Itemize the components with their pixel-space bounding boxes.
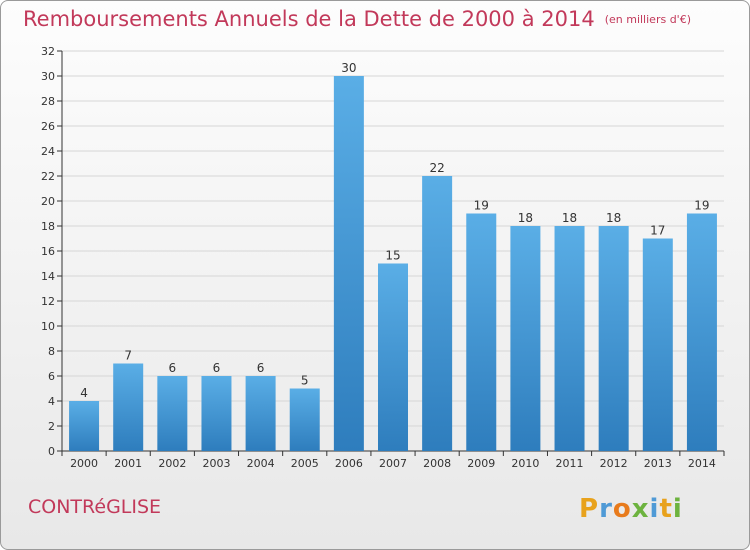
- y-tick-label: 2: [48, 420, 55, 433]
- bar: [69, 401, 100, 451]
- bar-value-label: 22: [429, 161, 444, 175]
- x-tick-label: 2012: [600, 457, 628, 470]
- x-tick-label: 2001: [114, 457, 142, 470]
- x-tick-label: 2000: [70, 457, 98, 470]
- y-tick-label: 14: [41, 270, 55, 283]
- proxiti-logo: Proxiti: [579, 494, 683, 524]
- y-tick-label: 26: [41, 120, 55, 133]
- y-tick-label: 0: [48, 445, 55, 458]
- x-tick-label: 2013: [644, 457, 672, 470]
- x-tick-label: 2005: [291, 457, 319, 470]
- x-tick-label: 2009: [467, 457, 495, 470]
- chart-title: Remboursements Annuels de la Dette de 20…: [23, 7, 691, 31]
- bar-value-label: 5: [301, 374, 309, 388]
- y-tick-label: 4: [48, 395, 55, 408]
- bar: [598, 226, 629, 451]
- x-tick-label: 2014: [688, 457, 716, 470]
- bar: [245, 376, 276, 451]
- bar-value-label: 19: [694, 199, 709, 213]
- bar: [289, 388, 320, 451]
- bar: [554, 226, 585, 451]
- bar-value-label: 7: [124, 349, 132, 363]
- svg-text:Proxiti: Proxiti: [579, 494, 683, 524]
- commune-name: CONTRéGLISE: [28, 496, 162, 518]
- bar: [510, 226, 541, 451]
- x-tick-label: 2003: [202, 457, 230, 470]
- x-tick-label: 2004: [247, 457, 275, 470]
- bar: [422, 176, 453, 451]
- bar-value-label: 15: [385, 249, 400, 263]
- bar: [466, 213, 497, 451]
- bar-value-label: 6: [169, 361, 177, 375]
- y-tick-label: 10: [41, 320, 55, 333]
- bar-value-label: 6: [213, 361, 221, 375]
- bar: [157, 376, 188, 451]
- bar-value-label: 18: [606, 211, 621, 225]
- y-tick-label: 20: [41, 195, 55, 208]
- y-tick-label: 12: [41, 295, 55, 308]
- y-tick-label: 8: [48, 345, 55, 358]
- bar: [686, 213, 717, 451]
- y-tick-label: 6: [48, 370, 55, 383]
- x-tick-label: 2011: [556, 457, 584, 470]
- chart-title-text: Remboursements Annuels de la Dette de 20…: [23, 7, 595, 31]
- y-tick-label: 28: [41, 95, 55, 108]
- y-tick-label: 30: [41, 70, 55, 83]
- x-tick-label: 2002: [158, 457, 186, 470]
- bar: [642, 238, 673, 451]
- bar: [113, 363, 144, 451]
- x-tick-label: 2007: [379, 457, 407, 470]
- y-tick-label: 18: [41, 220, 55, 233]
- y-tick-label: 24: [41, 145, 55, 158]
- unit-note: (en milliers d'€): [604, 13, 691, 26]
- bar-value-label: 17: [650, 224, 665, 238]
- bar: [333, 76, 364, 451]
- bar: [378, 263, 408, 451]
- x-tick-label: 2006: [335, 457, 363, 470]
- bar: [201, 376, 232, 451]
- x-tick-label: 2010: [511, 457, 539, 470]
- bar-value-label: 30: [341, 61, 356, 75]
- bar-value-label: 18: [562, 211, 577, 225]
- bar-value-label: 6: [257, 361, 265, 375]
- x-tick-label: 2008: [423, 457, 451, 470]
- y-tick-label: 16: [41, 245, 55, 258]
- y-tick-label: 32: [41, 45, 55, 58]
- bar-value-label: 18: [518, 211, 533, 225]
- bar-value-label: 19: [474, 199, 489, 213]
- bar-value-label: 4: [80, 386, 88, 400]
- y-tick-label: 22: [41, 170, 55, 183]
